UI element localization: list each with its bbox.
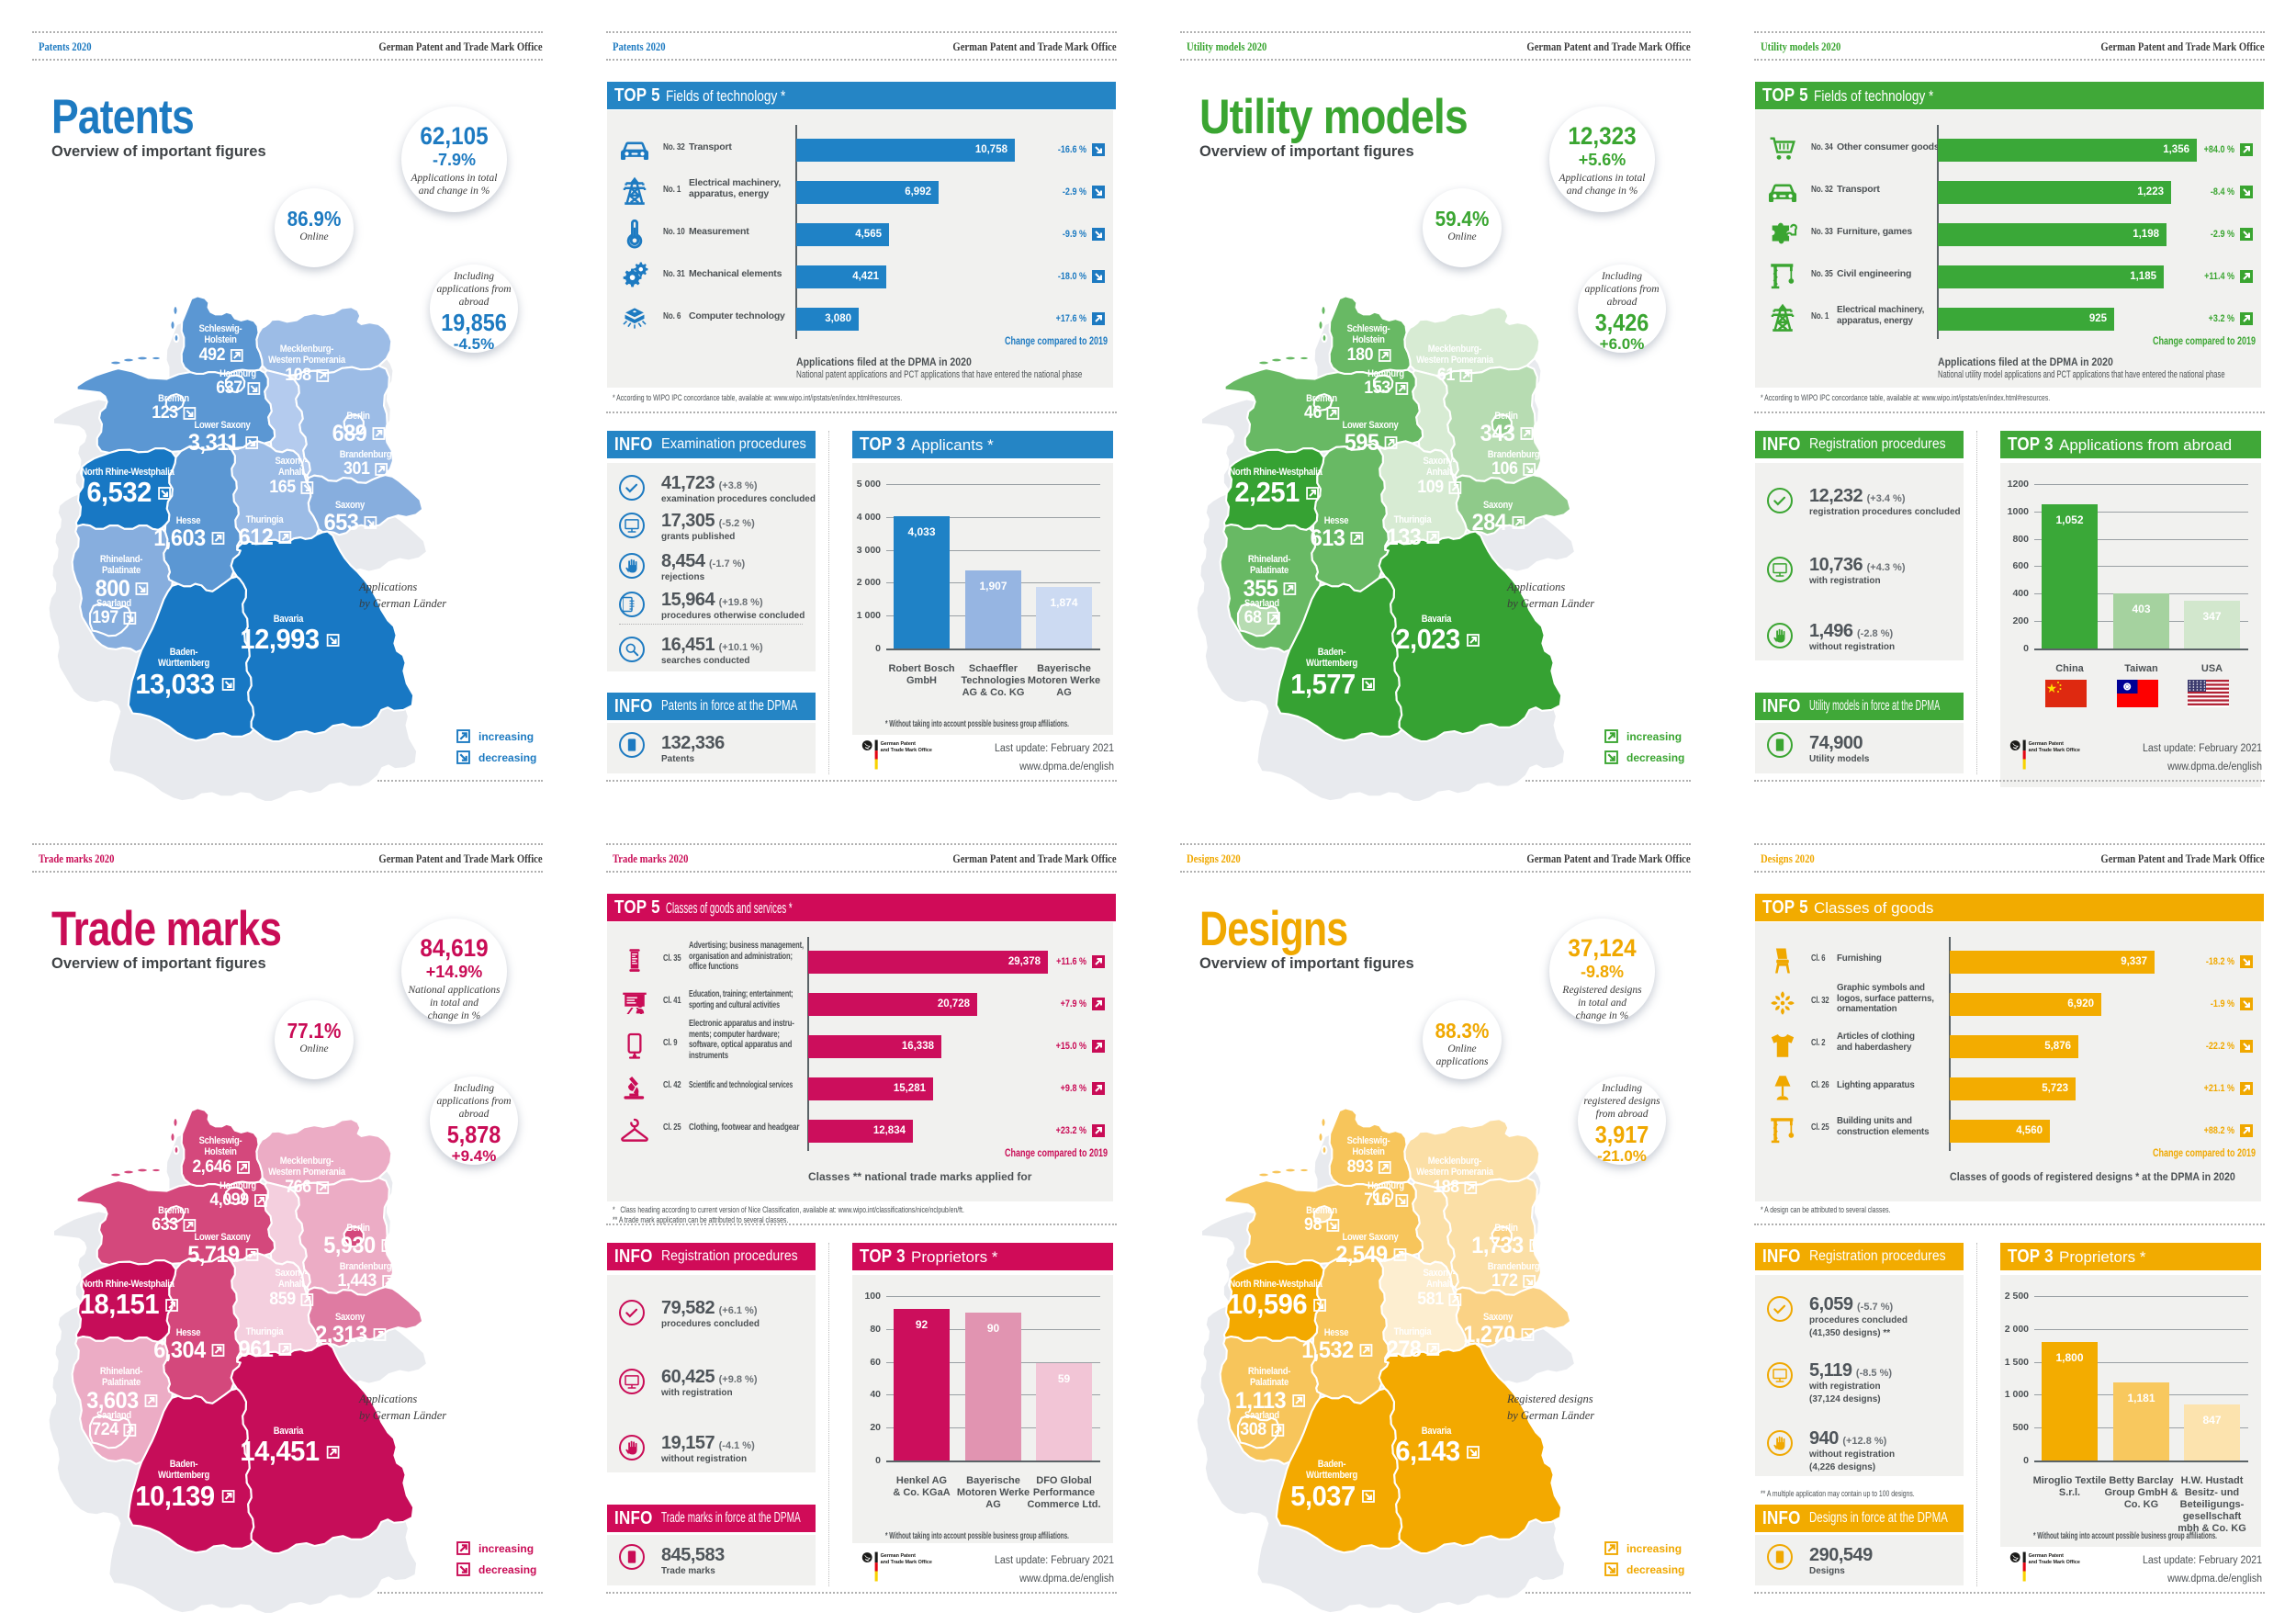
svg-text:and Trade Mark Office: and Trade Mark Office xyxy=(2029,748,2080,753)
svg-text:German Patent: German Patent xyxy=(881,1553,917,1559)
svg-text:German Patent: German Patent xyxy=(881,741,917,747)
svg-text:German Patent: German Patent xyxy=(2029,741,2065,747)
svg-text:German Patent: German Patent xyxy=(2029,1553,2065,1559)
svg-text:and Trade Mark Office: and Trade Mark Office xyxy=(881,748,932,753)
svg-text:and Trade Mark Office: and Trade Mark Office xyxy=(881,1560,932,1565)
svg-text:and Trade Mark Office: and Trade Mark Office xyxy=(2029,1560,2080,1565)
